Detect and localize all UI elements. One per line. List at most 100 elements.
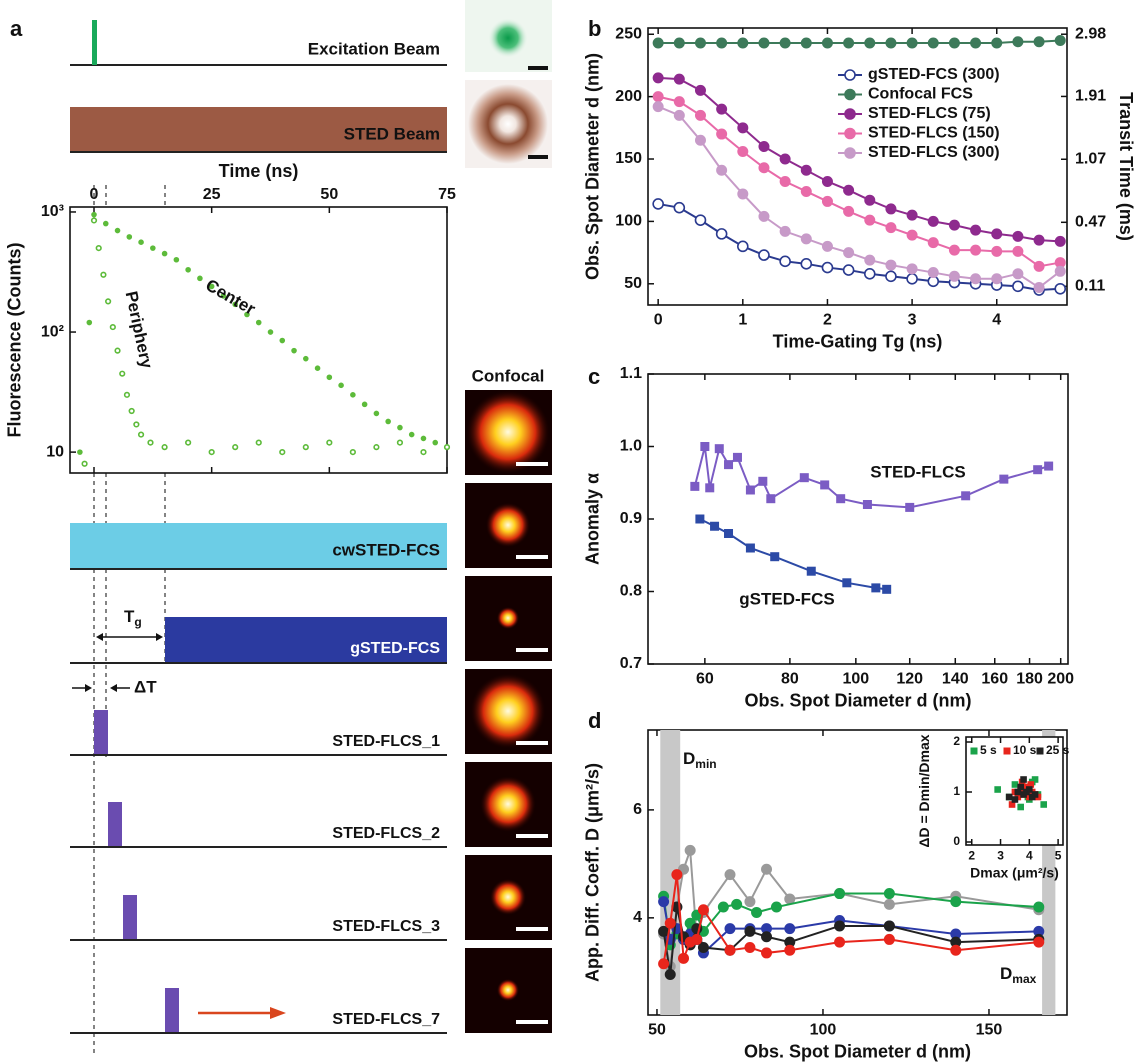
y-tick-label: 10	[46, 443, 64, 460]
mode-label: STED-FLCS_3	[332, 918, 440, 935]
excitation-pulse	[92, 20, 97, 65]
image-spot	[497, 979, 519, 1001]
x-tick-label: 200	[1047, 670, 1074, 687]
marker	[822, 38, 832, 48]
marker	[653, 102, 663, 112]
marker	[907, 38, 917, 48]
y-tick-label: 1.0	[620, 438, 642, 455]
panel-label: d	[588, 708, 601, 733]
marker	[103, 221, 108, 226]
marker	[674, 203, 684, 213]
marker	[928, 38, 938, 48]
marker	[780, 256, 790, 266]
legend-marker	[845, 129, 855, 139]
delta-label: ΔT	[134, 677, 157, 696]
x-tick-label: 100	[810, 1021, 837, 1038]
marker	[304, 356, 309, 361]
legend-label: 10 s	[1013, 743, 1037, 757]
gate-bar	[123, 895, 137, 940]
annotation: gSTED-FCS	[739, 589, 834, 608]
marker	[162, 445, 167, 450]
marker	[82, 461, 87, 466]
marker	[691, 482, 699, 490]
marker	[198, 276, 203, 281]
scale-bar	[528, 155, 548, 159]
marker	[106, 299, 111, 304]
marker	[653, 92, 663, 102]
legend-label: Confocal FCS	[868, 86, 973, 103]
x-tick-label: 80	[781, 670, 799, 687]
marker	[928, 216, 938, 226]
marker	[1018, 784, 1024, 790]
marker	[844, 185, 854, 195]
marker	[995, 787, 1001, 793]
x-axis-label: Time-Gating Tg (ns)	[773, 332, 943, 352]
x-tick-label: 5	[1055, 849, 1062, 863]
marker	[1013, 246, 1023, 256]
marker	[101, 272, 106, 277]
scale-bar	[528, 66, 548, 70]
marker	[771, 553, 779, 561]
marker	[1055, 266, 1065, 276]
x-tick-label: 50	[648, 1021, 666, 1038]
x-tick-label: 100	[842, 670, 869, 687]
marker	[886, 223, 896, 233]
y-tick-label: 1	[953, 784, 960, 798]
marker	[1013, 37, 1023, 47]
mode-label: STED-FLCS_7	[332, 1011, 440, 1028]
scale-bar	[516, 741, 548, 745]
marker	[886, 204, 896, 214]
marker	[111, 325, 116, 330]
marker	[421, 436, 426, 441]
marker	[398, 425, 403, 430]
marker	[659, 926, 669, 936]
marker	[339, 383, 344, 388]
marker	[1055, 236, 1065, 246]
marker	[928, 268, 938, 278]
marker	[835, 889, 845, 899]
marker	[280, 450, 285, 455]
marker	[374, 411, 379, 416]
marker	[78, 450, 83, 455]
marker	[865, 269, 875, 279]
marker	[717, 229, 727, 239]
marker	[759, 142, 769, 152]
marker	[962, 492, 970, 500]
x-tick-label: 3	[908, 311, 917, 328]
y-tick-label: 10²	[41, 323, 64, 340]
legend-marker	[845, 148, 855, 158]
marker	[717, 104, 727, 114]
marker	[863, 501, 871, 509]
marker	[971, 274, 981, 284]
marker	[327, 375, 332, 380]
marker	[653, 199, 663, 209]
marker	[717, 38, 727, 48]
gate-bar	[94, 710, 108, 755]
marker	[659, 959, 669, 969]
marker	[698, 943, 708, 953]
y-tick-label: 0.9	[620, 510, 642, 527]
marker	[884, 899, 894, 909]
marker	[865, 215, 875, 225]
marker	[800, 474, 808, 482]
y-tick-label: 4	[633, 909, 642, 926]
delta-arrow-head	[85, 684, 117, 692]
marker	[752, 907, 762, 917]
legend-label: 5 s	[980, 743, 997, 757]
marker	[884, 921, 894, 931]
x-tick-label: 1	[738, 311, 747, 328]
gate-label: Tg	[124, 607, 142, 629]
marker	[685, 845, 695, 855]
marker	[872, 584, 880, 592]
marker	[762, 932, 772, 942]
marker	[1045, 462, 1053, 470]
annotation: STED-FLCS	[870, 462, 965, 481]
marker	[1013, 231, 1023, 241]
marker	[801, 259, 811, 269]
beam-label: Excitation Beam	[308, 39, 440, 58]
marker	[971, 245, 981, 255]
marker	[174, 257, 179, 262]
chart: 01234501001502002500.110.471.071.912.98T…	[582, 25, 1136, 351]
marker	[883, 585, 891, 593]
marker	[780, 176, 790, 186]
